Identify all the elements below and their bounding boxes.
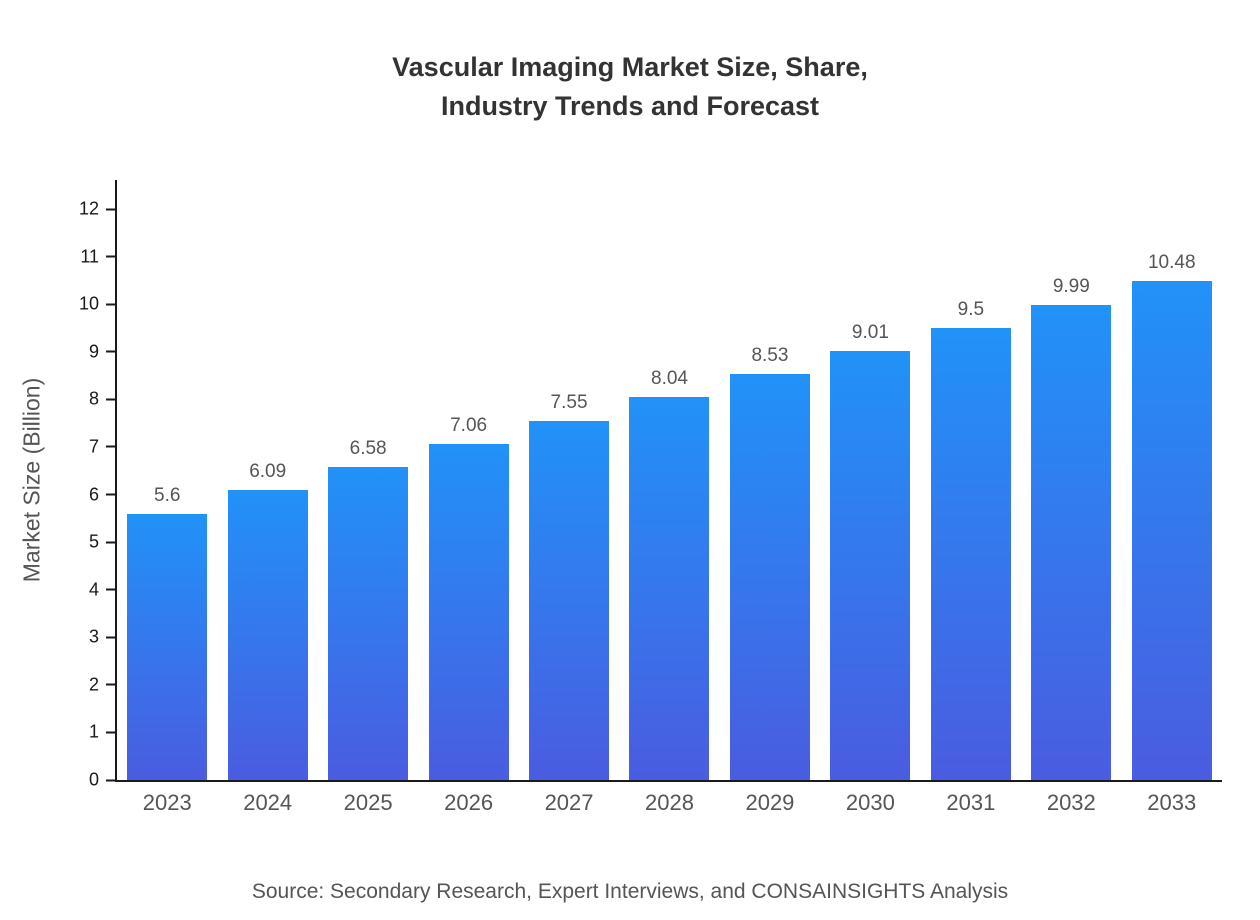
y-tick-label: 10: [78, 293, 99, 314]
bar-value-label: 9.01: [851, 322, 889, 344]
x-tick-label: 2032: [1046, 790, 1096, 815]
bar-group: 10.48: [1122, 180, 1222, 780]
y-tick: 11: [69, 246, 115, 267]
x-tick-label: 2024: [243, 790, 293, 815]
y-tick-label: 9: [88, 341, 99, 362]
y-tick-label: 3: [88, 626, 99, 647]
y-tick-label: 4: [88, 579, 99, 600]
y-tick-label: 0: [88, 769, 99, 790]
y-tick-mark: [106, 445, 115, 448]
source-note: Source: Secondary Research, Expert Inter…: [251, 880, 1009, 903]
bar-group: 7.55: [519, 180, 619, 780]
bar-group: 9.99: [1021, 180, 1121, 780]
bar: [930, 327, 1011, 780]
y-tick: 9: [69, 341, 115, 362]
bar-value-label: 9.5: [957, 298, 985, 320]
x-tick-label: 2029: [745, 790, 795, 815]
bar-value-label: 6.09: [249, 461, 287, 483]
y-tick-mark: [106, 398, 115, 401]
bar: [830, 351, 911, 780]
plot-area: 0 1 2 3 4 5 6 7 8 9 10 11 12 5.6 6.09 6.58 7.06 7.55 8.04…: [79, 180, 1222, 815]
y-tick-label: 2: [88, 674, 99, 695]
bar-value-label: 9.99: [1052, 275, 1090, 297]
bar: [1031, 304, 1112, 780]
y-axis-ticks: 0 1 2 3 4 5 6 7 8 9 10 11 12: [79, 180, 1222, 790]
y-tick: 8: [69, 389, 115, 410]
bar-group: 7.06: [418, 180, 518, 780]
bars-container: 5.6 6.09 6.58 7.06 7.55 8.04 8.53 9.01 9.5 9.99 10…: [117, 180, 1222, 780]
bar-group: 9.5: [921, 180, 1021, 780]
y-tick-mark: [106, 303, 115, 306]
y-tick: 6: [69, 484, 115, 505]
bar: [227, 490, 308, 780]
y-tick: 7: [69, 436, 115, 457]
y-tick-mark: [106, 208, 115, 210]
y-tick-mark: [106, 683, 115, 686]
y-tick-label: 5: [88, 531, 99, 552]
bar-group: 9.01: [820, 180, 920, 780]
bar-value-label: 5.6: [154, 484, 181, 506]
y-tick: 5: [69, 532, 115, 553]
y-tick-label: 12: [78, 198, 99, 219]
x-tick-label: 2030: [845, 790, 895, 815]
bar: [629, 397, 710, 780]
x-tick-label: 2033: [1147, 790, 1197, 815]
bar: [328, 466, 409, 780]
x-tick-label: 2028: [645, 790, 694, 815]
x-axis-labels: 2023 2024 2025 2026 2027 2028 2029 2030 2031 2032…: [117, 790, 1222, 816]
y-tick-mark: [106, 541, 115, 544]
y-tick-label: 7: [88, 436, 99, 457]
bar: [729, 374, 810, 780]
y-tick: 3: [69, 627, 115, 648]
y-tick-mark: [106, 255, 115, 258]
y-tick-mark: [106, 636, 115, 639]
y-tick: 0: [69, 770, 115, 791]
y-tick-mark: [106, 779, 115, 781]
y-tick-mark: [106, 588, 115, 591]
y-tick-label: 11: [80, 246, 99, 267]
x-tick-label: 2026: [444, 790, 494, 815]
bar: [127, 513, 208, 780]
bar: [529, 420, 610, 780]
bar-value-label: 8.04: [651, 368, 688, 390]
bar: [428, 444, 509, 780]
y-tick: 10: [69, 294, 115, 315]
bar-value-label: 7.06: [450, 415, 488, 437]
x-tick-label: 2027: [544, 790, 594, 815]
y-tick-mark: [106, 350, 115, 353]
bar-value-label: 7.55: [550, 391, 588, 413]
x-tick-label: 2025: [343, 790, 393, 815]
bar-group: 8.53: [720, 180, 820, 780]
bar-group: 8.04: [619, 180, 719, 780]
bar-value-label: 8.53: [751, 345, 789, 367]
x-tick-label: 2031: [946, 790, 996, 815]
y-axis-label: Market Size (Billion): [18, 377, 45, 583]
chart-title: Vascular Imaging Market Size, Share, Ind…: [392, 52, 868, 122]
bar-group: 6.09: [217, 180, 317, 780]
bar-value-label: 10.48: [1147, 252, 1196, 274]
y-tick-label: 8: [88, 388, 99, 409]
bar: [1131, 281, 1212, 780]
bar-group: 6.58: [318, 180, 418, 780]
y-tick: 12: [69, 199, 115, 220]
y-tick: 2: [69, 674, 115, 695]
y-tick-mark: [106, 493, 115, 496]
bar-value-label: 6.58: [349, 437, 387, 459]
x-tick-label: 2023: [142, 790, 192, 815]
y-tick: 1: [69, 722, 115, 743]
y-tick-label: 1: [88, 721, 99, 742]
y-tick-mark: [106, 731, 115, 734]
bar-group: 5.6: [117, 180, 217, 780]
y-tick-label: 6: [88, 484, 99, 504]
y-tick: 4: [69, 579, 115, 600]
